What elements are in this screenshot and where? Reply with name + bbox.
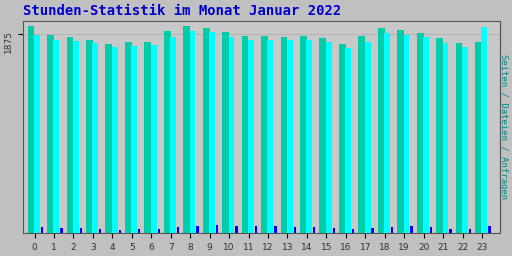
Bar: [442, 43, 449, 233]
Bar: [436, 38, 443, 233]
Bar: [281, 37, 287, 233]
Bar: [430, 227, 432, 233]
Bar: [53, 40, 59, 233]
Bar: [151, 45, 157, 233]
Bar: [345, 48, 351, 233]
Bar: [481, 27, 487, 233]
Bar: [333, 228, 335, 233]
Bar: [391, 227, 393, 233]
Bar: [144, 42, 151, 233]
Bar: [80, 228, 82, 233]
Bar: [397, 30, 404, 233]
Bar: [60, 228, 62, 233]
Bar: [105, 44, 112, 233]
Bar: [112, 47, 118, 233]
Bar: [267, 40, 273, 233]
Bar: [326, 42, 332, 233]
Bar: [236, 226, 238, 233]
Bar: [242, 36, 248, 233]
Bar: [274, 226, 276, 233]
Bar: [209, 33, 215, 233]
Bar: [358, 36, 365, 233]
Bar: [138, 229, 140, 233]
Bar: [261, 36, 268, 233]
Bar: [287, 40, 293, 233]
Bar: [99, 229, 101, 233]
Bar: [300, 36, 307, 233]
Bar: [73, 41, 79, 233]
Bar: [306, 40, 312, 233]
Bar: [372, 228, 374, 233]
Bar: [339, 44, 346, 233]
Bar: [164, 31, 170, 233]
Bar: [475, 42, 482, 233]
Bar: [216, 226, 218, 233]
Bar: [228, 37, 234, 233]
Bar: [125, 42, 132, 233]
Bar: [469, 229, 471, 233]
Bar: [67, 37, 73, 233]
Bar: [189, 31, 196, 233]
Bar: [34, 35, 40, 233]
Bar: [158, 229, 160, 233]
Bar: [294, 227, 296, 233]
Bar: [183, 26, 190, 233]
Bar: [41, 227, 43, 233]
Bar: [488, 226, 490, 233]
Bar: [170, 37, 176, 233]
Text: Stunden-Statistik im Monat Januar 2022: Stunden-Statistik im Monat Januar 2022: [23, 4, 341, 18]
Bar: [462, 47, 468, 233]
Bar: [365, 42, 371, 233]
Bar: [378, 28, 385, 233]
Bar: [319, 38, 326, 233]
Bar: [28, 26, 34, 233]
Bar: [47, 35, 54, 233]
Bar: [203, 28, 209, 233]
Bar: [131, 46, 137, 233]
Bar: [248, 40, 254, 233]
Bar: [403, 35, 410, 233]
Bar: [222, 33, 229, 233]
Bar: [417, 34, 423, 233]
Bar: [384, 33, 390, 233]
Bar: [119, 230, 121, 233]
Bar: [197, 226, 199, 233]
Bar: [86, 40, 93, 233]
Bar: [352, 229, 354, 233]
Bar: [313, 227, 315, 233]
Bar: [177, 227, 179, 233]
Bar: [423, 37, 429, 233]
Bar: [411, 226, 413, 233]
Bar: [255, 226, 257, 233]
Bar: [450, 229, 452, 233]
Y-axis label: Seiten / Dateien / Anfragen: Seiten / Dateien / Anfragen: [499, 54, 508, 199]
Bar: [92, 43, 98, 233]
Bar: [456, 43, 462, 233]
